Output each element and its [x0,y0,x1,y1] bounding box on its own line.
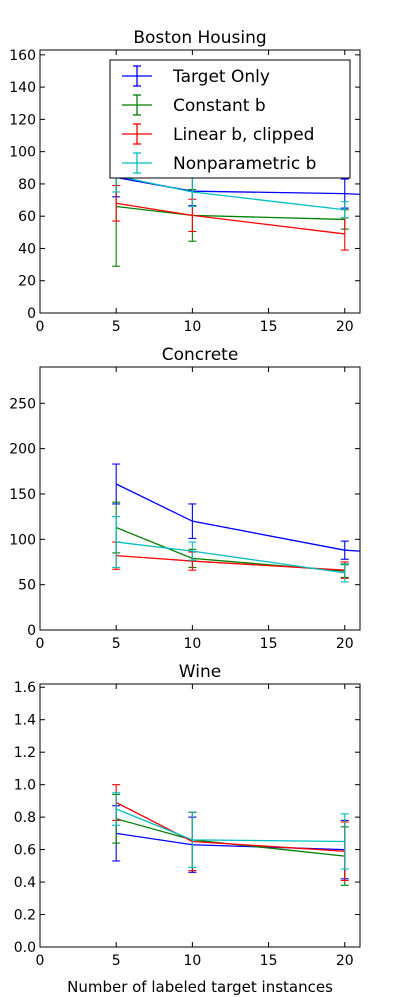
y-tick-label: 200 [9,442,36,458]
y-tick-label: 0.6 [14,843,36,859]
subplot-3: 0 5 10 15 20 0.0 0.2 0.4 0.6 0.8 1.0 1.2 1.4 1.6 Wine N… [14,662,361,996]
x-tick-label: 20 [336,319,354,335]
y-tick-label: 0.2 [14,908,36,924]
x-tick-label: 5 [112,953,121,969]
error-bar [340,563,349,583]
y-tick-label: 120 [9,112,36,128]
ticks [39,684,360,948]
ticks [39,367,360,631]
y-tick-label: 1.4 [14,713,36,729]
chart-title: Boston Housing [133,28,266,48]
error-bar [112,792,121,826]
series-line-3 [115,801,345,852]
legend-box [109,59,351,179]
x-tick-label: 10 [183,953,201,969]
x-tick-label: 0 [36,319,45,335]
series-line-1 [116,176,360,196]
series-line-2 [115,526,345,572]
error-bar [188,541,197,561]
legend: Target Only Constant b Linear b, clipped No… [109,59,351,179]
x-tick-label: 10 [183,319,201,335]
legend-label: Nonparametric b [173,154,316,174]
y-tick-label: 1.0 [14,778,36,794]
x-tick-label: 15 [260,636,278,652]
y-tick-label: 40 [18,241,36,257]
x-tick-label: 20 [336,953,354,969]
y-tick-label: 50 [18,578,36,594]
error-bar [188,811,197,869]
x-axis-label: Number of labeled target instances [67,978,333,996]
y-tick-label: 250 [9,396,36,412]
x-tick-label: 10 [183,636,201,652]
legend-handle [122,65,152,87]
x-tick-label: 15 [260,953,278,969]
chart-title: Concrete [162,345,239,365]
plot-area [112,463,360,583]
y-tick-label: 150 [9,487,36,503]
y-tick-label: 0 [27,306,36,322]
legend-label: Target Only [172,67,270,87]
error-bar [340,540,349,560]
y-tick-label: 0.4 [14,875,36,891]
axes-frame [39,366,361,631]
legend-label: Linear b, clipped [173,125,314,145]
legend-handle [122,94,152,116]
axes-frame [39,683,361,948]
x-tick-label: 0 [36,953,45,969]
y-tick-label: 0.0 [14,940,36,956]
axes-frame [39,49,361,314]
series-line-1 [115,483,360,552]
y-tick-label: 60 [18,209,36,225]
legend-handle [122,123,152,145]
x-tick-label: 0 [36,636,45,652]
y-tick-label: 20 [18,274,36,290]
y-tick-label: 140 [9,80,36,96]
subplot-1: 0 5 10 15 20 0 20 40 60 80 100 120 140 160 Boston Hous… [9,28,361,335]
ticks [39,50,360,314]
chart-title: Wine [179,662,221,682]
series-line-2 [116,818,345,857]
y-tick-label: 160 [9,48,36,64]
x-tick-label: 5 [112,319,121,335]
y-tick-label: 1.2 [14,745,36,761]
x-tick-label: 15 [260,319,278,335]
error-bar [340,201,349,219]
y-tick-label: 100 [9,145,36,161]
y-tick-label: 1.6 [14,680,36,696]
error-bar [188,503,197,539]
plot-area [112,784,349,886]
error-bar [112,516,121,568]
x-tick-label: 5 [112,636,121,652]
series-line-4 [115,808,345,843]
x-tick-label: 20 [336,636,354,652]
legend-handle [122,152,152,174]
y-tick-label: 80 [18,177,36,193]
y-tick-label: 0.8 [14,810,36,826]
error-bar [340,813,349,870]
legend-label: Constant b [173,96,266,116]
y-tick-label: 100 [9,532,36,548]
error-bar [112,463,121,505]
y-tick-label: 0 [27,623,36,639]
